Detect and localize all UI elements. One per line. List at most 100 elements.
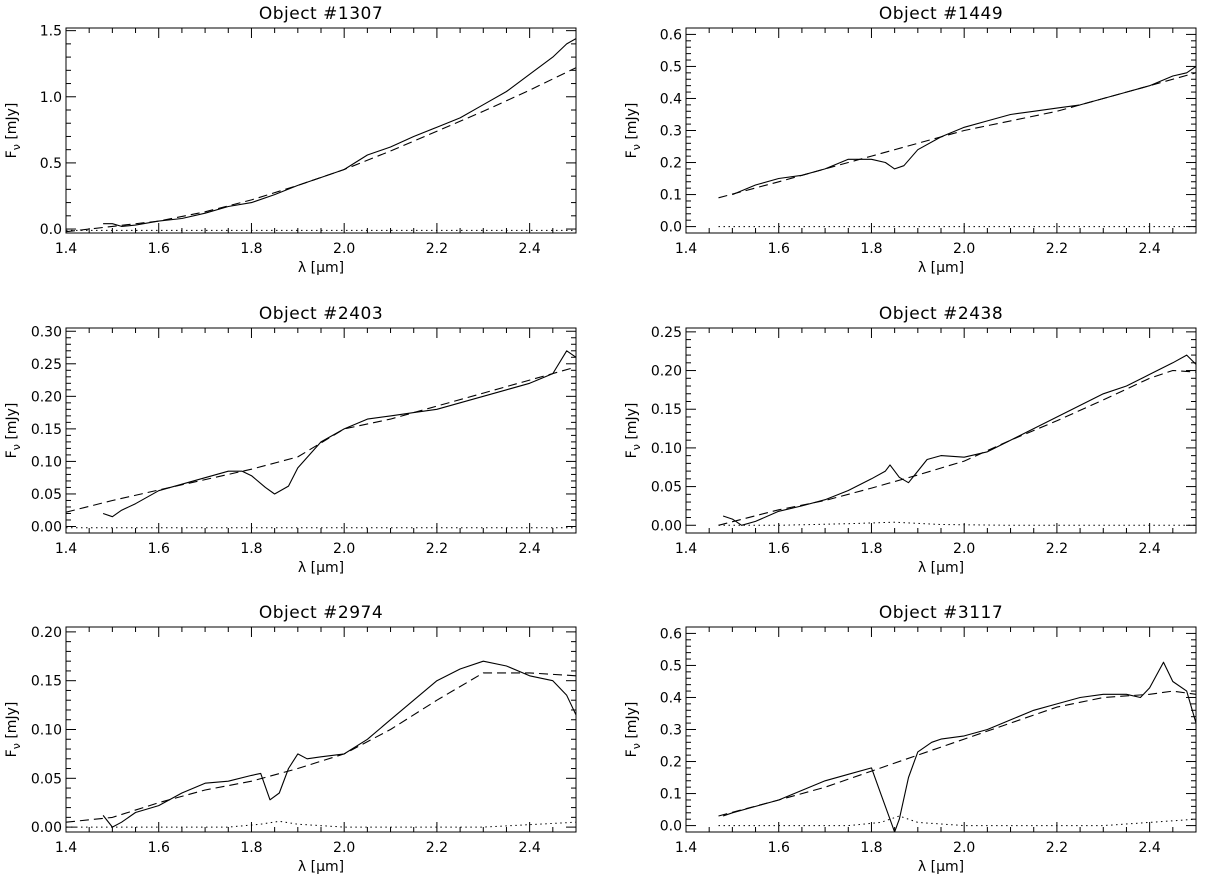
x-tick-label: 1.8 [240, 241, 262, 257]
y-tick-label: 0.20 [651, 364, 682, 380]
plot-frame [685, 626, 1197, 833]
series-line-dashed [718, 690, 1196, 817]
x-tick-label: 2.0 [953, 541, 975, 557]
y-tick-label: 0.5 [40, 156, 62, 172]
series-line-solid [722, 354, 1196, 526]
chart-title: Object #3117 [879, 603, 1003, 623]
series-line-solid [102, 350, 576, 518]
chart-title: Object #1449 [879, 4, 1003, 24]
y-axis-label: Fν [mJy] [4, 103, 23, 159]
y-tick-label: 0.30 [31, 324, 62, 340]
y-tick-label: 1.0 [40, 90, 62, 106]
x-tick-label: 2.4 [1139, 541, 1161, 557]
x-tick-label: 2.4 [519, 840, 541, 856]
x-tick-label: 1.4 [55, 241, 77, 257]
chart-panel-1: Object #1307 1.4 1.6 1.8 2.0 2.2 2.4 0.0 0.5 1.0 1… [4, 4, 577, 276]
y-tick-label: 0.6 [660, 626, 682, 642]
y-tick-label: 0.25 [31, 357, 62, 373]
x-tick-label: 1.4 [675, 541, 697, 557]
y-tick-label: 0.15 [31, 674, 62, 690]
x-tick-label: 2.0 [333, 241, 355, 257]
series-line-dashed [66, 672, 576, 823]
y-tick-label: 0.20 [31, 625, 62, 641]
y-tick-label: 0.25 [651, 325, 682, 341]
x-tick-label: 1.6 [768, 840, 790, 856]
y-tick-label: 1.5 [40, 24, 62, 40]
x-tick-label: 2.2 [426, 541, 448, 557]
chart-panel-6: Object #3117 1.4 1.6 1.8 2.0 2.2 2.4 0.0 0.1 0.2 0… [624, 603, 1197, 875]
y-tick-label: 0.5 [660, 658, 682, 674]
y-tick-label: 0.15 [651, 402, 682, 418]
y-tick-label: 0.00 [31, 820, 62, 836]
series-line-solid [102, 660, 576, 828]
x-tick-label: 1.6 [148, 541, 170, 557]
chart-title: Object #2403 [259, 304, 383, 324]
series-line-solid [722, 661, 1196, 832]
y-tick-label: 0.5 [660, 59, 682, 75]
x-tick-label: 2.4 [519, 241, 541, 257]
y-axis-label: Fν [mJy] [4, 702, 23, 758]
x-tick-label: 2.4 [1139, 241, 1161, 257]
y-tick-label: 0.1 [660, 188, 682, 204]
y-axis-label: Fν [mJy] [624, 702, 643, 758]
x-tick-label: 2.4 [519, 541, 541, 557]
y-tick-label: 0.05 [31, 487, 62, 503]
series-line-dashed [66, 366, 576, 513]
y-tick-label: 0.10 [651, 441, 682, 457]
x-axis-label: λ [μm] [918, 859, 964, 875]
plot-frame [65, 626, 577, 833]
x-tick-label: 1.4 [675, 840, 697, 856]
x-tick-label: 2.2 [1046, 541, 1068, 557]
y-tick-label: 0.3 [660, 723, 682, 739]
x-tick-label: 1.8 [860, 241, 882, 257]
y-tick-label: 0.4 [660, 91, 682, 107]
x-tick-label: 1.8 [860, 840, 882, 856]
x-tick-label: 2.2 [1046, 241, 1068, 257]
y-tick-label: 0.0 [660, 220, 682, 236]
x-tick-label: 1.8 [860, 541, 882, 557]
y-tick-label: 0.2 [660, 156, 682, 172]
y-tick-label: 0.0 [40, 222, 62, 238]
y-tick-label: 0.00 [651, 518, 682, 534]
x-axis-label: λ [μm] [298, 560, 344, 576]
x-tick-label: 1.6 [148, 241, 170, 257]
y-tick-label: 0.15 [31, 422, 62, 438]
y-axis-label: Fν [mJy] [4, 403, 23, 459]
y-axis-label: Fν [mJy] [624, 103, 643, 159]
series-line-dotted [66, 820, 576, 828]
series-line-dotted [718, 815, 1196, 827]
x-tick-label: 1.8 [240, 541, 262, 557]
series-line-dashed [66, 67, 576, 233]
x-tick-label: 2.2 [426, 241, 448, 257]
x-axis-label: λ [μm] [298, 859, 344, 875]
x-tick-label: 1.4 [55, 541, 77, 557]
x-axis-label: λ [μm] [298, 260, 344, 276]
series-line-dotted [718, 521, 1196, 526]
x-tick-label: 2.0 [953, 241, 975, 257]
x-tick-label: 2.0 [953, 840, 975, 856]
chart-title: Object #2974 [259, 603, 383, 623]
chart-panel-4: Object #2438 1.4 1.6 1.8 2.0 2.2 2.4 0.00 0.05 0.… [624, 304, 1197, 576]
x-tick-label: 2.0 [333, 541, 355, 557]
y-axis-label: Fν [mJy] [624, 403, 643, 459]
y-tick-label: 0.1 [660, 787, 682, 803]
x-tick-label: 1.6 [768, 541, 790, 557]
y-tick-label: 0.2 [660, 755, 682, 771]
x-tick-label: 1.6 [148, 840, 170, 856]
chart-panel-5: Object #2974 1.4 1.6 1.8 2.0 2.2 2.4 0.00 0.05 0.… [4, 603, 577, 875]
chart-panel-3: Object #2403 1.4 1.6 1.8 2.0 2.2 2.4 0.00 0.05 0.… [4, 304, 577, 576]
x-tick-label: 1.4 [675, 241, 697, 257]
y-tick-label: 0.05 [31, 771, 62, 787]
series-line-solid [103, 38, 576, 227]
plot-frame [65, 27, 577, 234]
chart-panel-2: Object #1449 1.4 1.6 1.8 2.0 2.2 2.4 0.0 0.1 0.2 0… [624, 4, 1197, 276]
y-tick-label: 0.10 [31, 723, 62, 739]
x-tick-label: 2.2 [1046, 840, 1068, 856]
x-axis-label: λ [μm] [918, 560, 964, 576]
x-tick-label: 2.0 [333, 840, 355, 856]
y-tick-label: 0.4 [660, 690, 682, 706]
y-tick-label: 0.05 [651, 480, 682, 496]
x-axis-label: λ [μm] [918, 260, 964, 276]
